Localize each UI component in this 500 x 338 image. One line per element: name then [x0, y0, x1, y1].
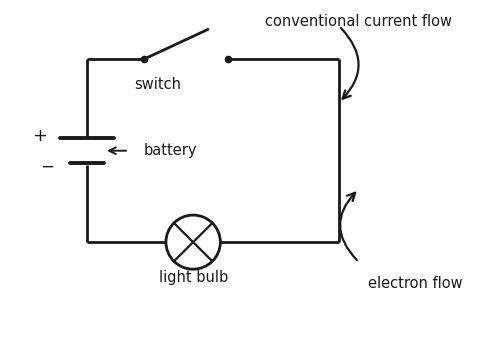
- Text: light bulb: light bulb: [158, 269, 228, 285]
- Text: −: −: [40, 158, 54, 175]
- Text: battery: battery: [144, 143, 197, 158]
- Text: +: +: [32, 127, 48, 145]
- Text: switch: switch: [134, 77, 181, 92]
- Text: conventional current flow: conventional current flow: [266, 14, 452, 29]
- Text: electron flow: electron flow: [368, 276, 463, 291]
